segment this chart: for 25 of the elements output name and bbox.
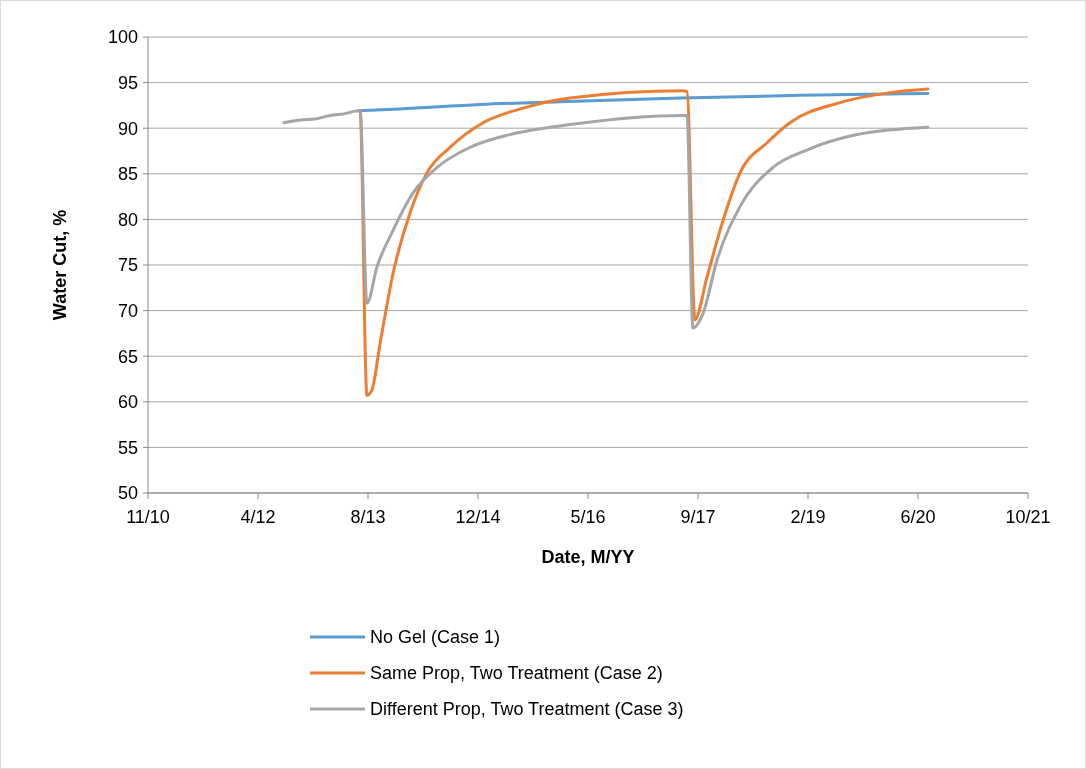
y-tick-label: 50 (117, 483, 138, 504)
x-axis-title: Date, M/YY (541, 547, 635, 567)
x-tick-label: 6/20 (900, 507, 936, 527)
x-tick-label: 4/12 (240, 507, 276, 527)
y-tick-label: 75 (117, 255, 138, 276)
y-tick-label: 70 (117, 300, 138, 321)
y-tick-label: 90 (117, 118, 138, 139)
y-axis-title: Water Cut, % (50, 209, 70, 321)
x-tick-label: 2/19 (790, 507, 826, 527)
legend-label: Same Prop, Two Treatment (Case 2) (370, 663, 663, 684)
x-tick-label: 9/17 (680, 507, 716, 527)
x-tick-label: 5/16 (570, 507, 606, 527)
y-tick-label: 85 (117, 164, 138, 185)
y-tick-label: 55 (117, 437, 138, 458)
y-tick-label: 80 (117, 209, 138, 230)
x-tick-label: 12/14 (455, 507, 501, 527)
legend-label: Different Prop, Two Treatment (Case 3) (370, 699, 684, 720)
y-tick-label: 95 (117, 72, 138, 93)
x-tick-label: 10/21 (1005, 507, 1051, 527)
y-tick-label: 65 (117, 346, 138, 367)
y-tick-label: 100 (107, 27, 138, 48)
y-tick-label: 60 (117, 392, 138, 413)
x-tick-label: 8/13 (350, 507, 386, 527)
x-tick-label: 11/10 (126, 507, 170, 527)
legend-label: No Gel (Case 1) (370, 627, 501, 648)
